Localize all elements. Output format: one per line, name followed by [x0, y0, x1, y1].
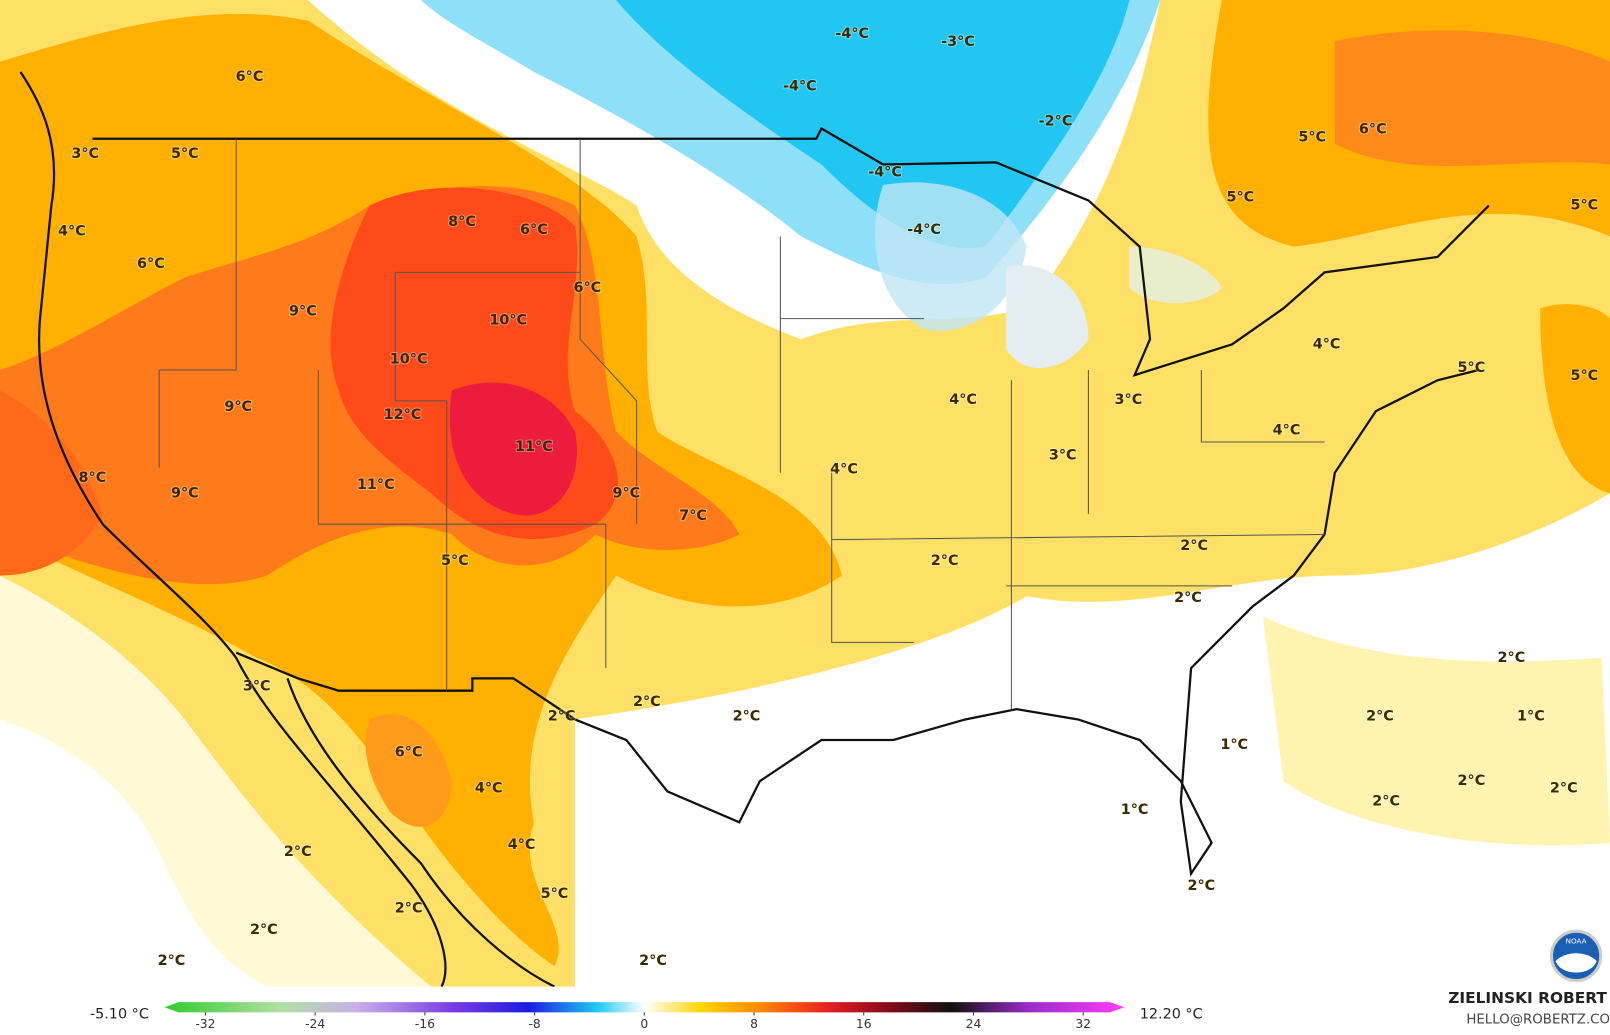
colorbar-tick-label: -32 [195, 1017, 215, 1031]
temp-label: 9°C [224, 399, 252, 415]
temp-label: 8°C [448, 214, 476, 230]
temp-label: 10°C [390, 352, 428, 368]
temp-label: 2°C [733, 708, 761, 724]
temp-label: 4°C [949, 392, 977, 408]
temp-label: 2°C [1366, 708, 1394, 724]
temp-label: 3°C [243, 679, 271, 695]
temp-label: 6°C [236, 69, 264, 85]
colorbar-tick-label: -8 [528, 1017, 540, 1031]
colorbar-tick-label: 0 [640, 1017, 648, 1031]
credit-name: ZIELINSKI ROBERT [1448, 989, 1607, 1007]
colorbar: -32 -24 -16 -8 0 8 16 24 32 [164, 1002, 1125, 1031]
colorbar-tick-label: 32 [1075, 1017, 1091, 1031]
temp-label: 5°C [1570, 198, 1598, 214]
temp-label: 5°C [1458, 360, 1486, 376]
temp-label: -3°C [941, 34, 975, 50]
max-label: 12.20 °C [1140, 1007, 1203, 1023]
temperature-labels: 6°C 5°C 3°C 4°C 6°C 9°C 8°C 6°C 6°C 10°C 10°C 9°C 12… [57, 25, 1599, 970]
temp-label: -2°C [1039, 113, 1073, 129]
temp-label: -4°C [783, 78, 817, 94]
temp-label: 6°C [395, 744, 423, 760]
temp-label: 6°C [520, 222, 548, 238]
temp-label: 5°C [541, 886, 569, 902]
temp-label: 2°C [1498, 650, 1526, 666]
colorbar-tick-label: 24 [966, 1017, 982, 1031]
temp-label: 4°C [1313, 336, 1341, 352]
temp-label: 6°C [137, 256, 165, 272]
temp-label: 1°C [1220, 737, 1248, 753]
borders [19, 71, 1490, 988]
temp-label: 9°C [171, 485, 199, 501]
logo: NOAA [1549, 929, 1603, 983]
temp-label: -4°C [907, 222, 941, 238]
temp-label: 2°C [250, 922, 278, 938]
temp-label: 2°C [1550, 780, 1578, 796]
temp-label: 2°C [639, 953, 667, 969]
temp-label: 2°C [633, 694, 661, 710]
credit-contact: HELLO@ROBERTZ.CO [1466, 1013, 1610, 1028]
temp-label: 5°C [441, 553, 469, 569]
temp-label: 2°C [1180, 538, 1208, 554]
temp-label: 4°C [475, 780, 503, 796]
temp-label: 2°C [931, 553, 959, 569]
base-map [0, 0, 1610, 987]
temp-label: 7°C [679, 508, 707, 524]
temp-label: 4°C [1273, 423, 1301, 439]
temp-label: 6°C [1359, 121, 1387, 137]
temp-label: 12°C [384, 407, 422, 423]
temp-label: 10°C [489, 313, 527, 329]
temp-label: 2°C [395, 901, 423, 917]
temp-label: 5°C [1298, 130, 1326, 146]
temp-label: 11°C [515, 439, 553, 455]
temp-label: -4°C [868, 165, 902, 181]
colorbar-tick-label: 16 [856, 1017, 872, 1031]
temp-label: 2°C [158, 953, 186, 969]
temp-label: 4°C [830, 462, 858, 478]
temp-label: 11°C [357, 477, 395, 493]
temp-label: -4°C [835, 26, 869, 42]
colorbar-tick-label: -16 [415, 1017, 435, 1031]
temp-label: 6°C [573, 280, 601, 296]
temp-label: 5°C [171, 146, 199, 162]
colorbar-tick-label: 8 [750, 1017, 758, 1031]
temp-label: 2°C [1174, 590, 1202, 606]
temp-label: 5°C [1570, 368, 1598, 384]
colorbar-tick-label: -24 [305, 1017, 325, 1031]
temp-label: 3°C [71, 146, 99, 162]
temp-label: 9°C [612, 485, 640, 501]
temp-label: 2°C [1372, 794, 1400, 810]
temp-label: 2°C [1187, 878, 1215, 894]
temp-label: 4°C [58, 223, 86, 239]
temp-label: 9°C [289, 303, 317, 319]
temp-label: 2°C [548, 708, 576, 724]
logo-text: NOAA [1566, 937, 1587, 946]
colorbar-scale [164, 1002, 1125, 1013]
temp-label: 1°C [1121, 802, 1149, 818]
temp-label: 4°C [508, 837, 536, 853]
temp-label: 2°C [284, 844, 312, 860]
temp-label: 8°C [79, 470, 107, 486]
temp-label: 1°C [1517, 708, 1545, 724]
temp-label: 3°C [1115, 392, 1143, 408]
temp-label: 2°C [1458, 773, 1486, 789]
temp-label: 5°C [1226, 189, 1254, 205]
temp-label: 3°C [1049, 447, 1077, 463]
min-label: -5.10 °C [90, 1007, 149, 1023]
